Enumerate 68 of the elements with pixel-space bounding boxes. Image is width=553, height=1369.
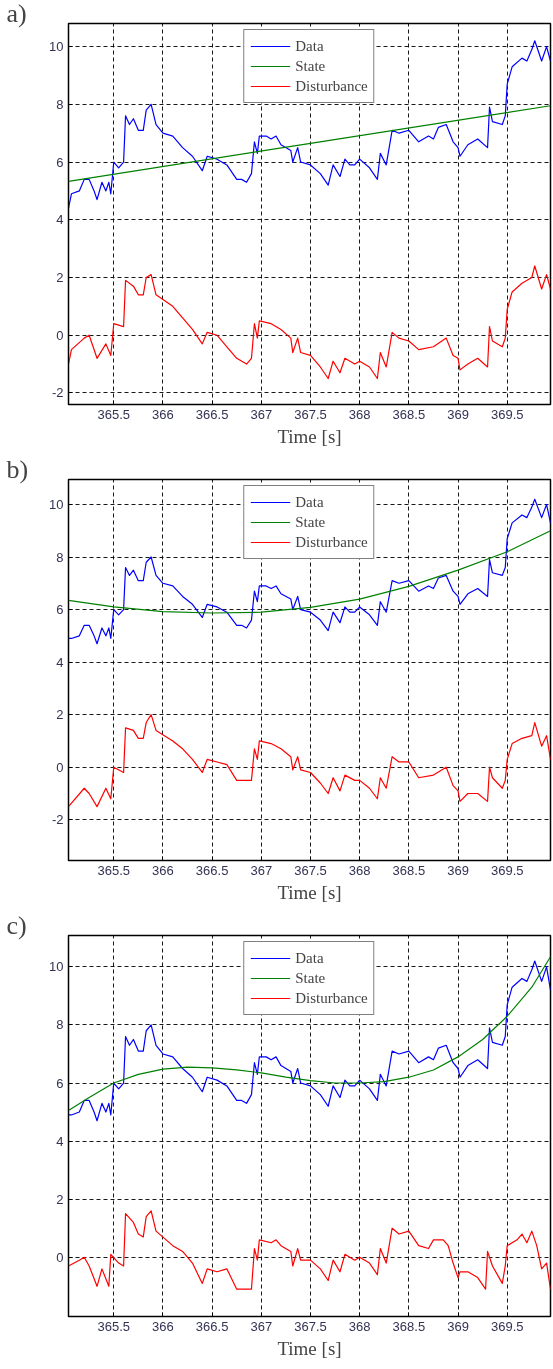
line-series	[68, 1210, 551, 1290]
legend-label: Data	[295, 949, 324, 967]
x-axis-title: Time [s]	[277, 881, 342, 903]
x-axis-title: Time [s]	[277, 425, 342, 447]
x-tick-label: 369.5	[490, 862, 524, 878]
x-tick-label: 365.5	[97, 406, 131, 422]
x-tick-label: 367	[250, 1318, 273, 1334]
x-tick-label: 368.5	[392, 862, 426, 878]
x-tick-label: 367	[250, 406, 273, 422]
y-tick-label: -2	[51, 385, 64, 401]
y-tick-label: 6	[56, 602, 64, 618]
x-tick-label: 367	[250, 862, 273, 878]
x-tick-label: 366	[152, 862, 174, 878]
x-tick-label: 366	[152, 1318, 174, 1334]
y-tick-label: 4	[56, 654, 64, 670]
x-tick-label: 366.5	[195, 862, 229, 878]
x-tick-label: 369.5	[490, 406, 524, 422]
y-tick-label: 10	[49, 496, 64, 512]
legend-label: Disturbance	[295, 533, 368, 551]
x-tick-label: 369.5	[490, 1318, 524, 1334]
x-tick-label: 368.5	[392, 406, 426, 422]
y-tick-label: 8	[56, 549, 64, 565]
line-series	[68, 714, 551, 808]
y-tick-label: 8	[56, 1017, 64, 1033]
legend-label: State	[295, 513, 326, 531]
y-tick-label: 8	[56, 96, 64, 112]
y-tick-label: 10	[49, 39, 64, 55]
chart-title: b)	[6, 454, 29, 484]
x-tick-label: 367.5	[294, 1318, 327, 1334]
y-tick-label: 0	[56, 759, 64, 775]
x-tick-label: 369	[447, 1318, 469, 1334]
y-tick-label: 4	[56, 1133, 64, 1149]
legend-label: State	[295, 57, 326, 75]
x-tick-label: 365.5	[97, 1318, 131, 1334]
x-tick-label: 368	[348, 862, 371, 878]
x-tick-label: 368.5	[392, 1318, 426, 1334]
legend-label: Disturbance	[295, 77, 368, 95]
x-tick-label: 365.5	[97, 862, 131, 878]
x-tick-label: 367.5	[294, 406, 327, 422]
legend-label: Disturbance	[295, 989, 368, 1007]
line-series	[68, 530, 551, 614]
y-tick-label: 6	[56, 1075, 64, 1091]
y-tick-label: 2	[56, 707, 64, 723]
legend-label: Data	[295, 37, 324, 55]
chart-title: a)	[6, 0, 27, 28]
x-tick-label: 368	[348, 406, 371, 422]
x-tick-label: 367.5	[294, 862, 327, 878]
y-tick-label: 0	[56, 327, 64, 343]
legend-label: Data	[295, 493, 324, 511]
line-series	[68, 40, 551, 209]
y-tick-label: 2	[56, 1191, 64, 1207]
x-tick-label: 369	[447, 406, 469, 422]
x-axis-title: Time [s]	[277, 1337, 342, 1359]
y-tick-label: 0	[56, 1249, 64, 1265]
y-tick-label: 4	[56, 212, 64, 228]
x-tick-label: 366.5	[195, 1318, 229, 1334]
x-tick-label: 368	[348, 1318, 371, 1334]
line-series	[68, 265, 551, 380]
y-tick-label: 2	[56, 270, 64, 285]
x-tick-label: 366.5	[195, 406, 229, 422]
y-tick-label: -2	[51, 812, 64, 828]
line-series	[68, 498, 551, 645]
x-tick-label: 369	[447, 862, 469, 878]
legend-label: State	[295, 969, 326, 987]
x-tick-label: 366	[152, 406, 174, 422]
y-tick-label: 10	[49, 959, 64, 975]
y-tick-label: 6	[56, 154, 64, 170]
chart-title: c)	[6, 910, 27, 940]
